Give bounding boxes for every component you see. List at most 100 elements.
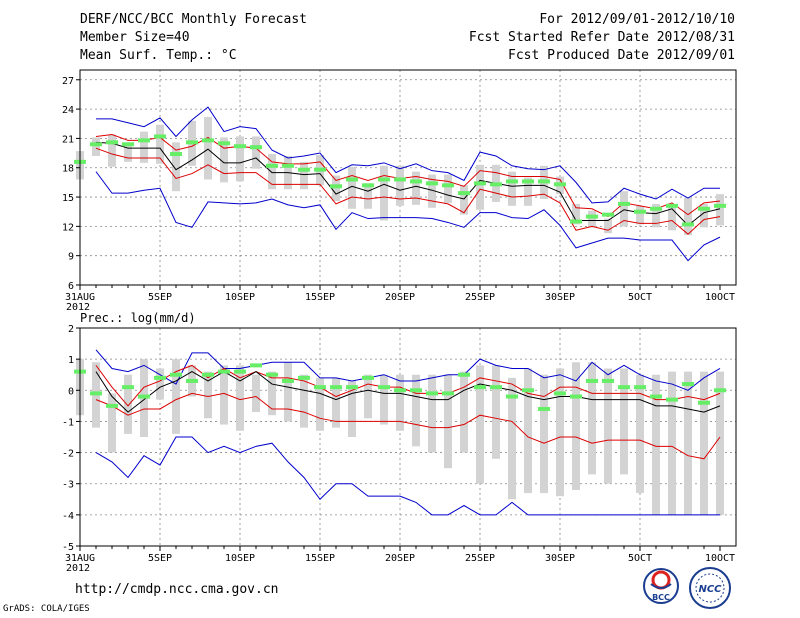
- range-bar: [444, 174, 452, 203]
- ensemble-max-line: [95, 349, 721, 391]
- range-bar: [172, 359, 180, 434]
- green-mark: [378, 177, 390, 182]
- green-mark: [250, 363, 262, 368]
- y-tick-label: 21: [62, 134, 74, 145]
- green-mark: [682, 222, 694, 227]
- ensemble-min-line: [95, 171, 721, 262]
- green-mark: [410, 179, 422, 184]
- range-bar: [156, 124, 164, 164]
- green-mark: [154, 375, 166, 380]
- green-mark: [266, 372, 278, 377]
- range-bar: [316, 377, 324, 431]
- green-mark: [154, 134, 166, 139]
- range-bar: [156, 368, 164, 400]
- green-mark: [602, 378, 614, 383]
- range-bar: [556, 368, 564, 497]
- mean-minus-sd-line: [95, 392, 721, 460]
- plot-frame: [79, 69, 737, 286]
- green-mark: [618, 385, 630, 390]
- x-tick-label: 30SEP: [545, 292, 575, 303]
- range-bar: [108, 393, 116, 453]
- member-size-label: Member Size=40: [80, 30, 190, 45]
- x-tick-label: 5SEP: [148, 292, 172, 303]
- precip-panel-title: Prec.: log(mm/d): [80, 311, 196, 325]
- range-bar: [684, 371, 692, 515]
- range-bar: [268, 154, 276, 190]
- green-mark: [282, 163, 294, 168]
- range-bar: [540, 374, 548, 494]
- green-mark: [570, 394, 582, 399]
- green-mark: [346, 177, 358, 182]
- variable-label: Mean Surf. Temp.: °C: [80, 48, 237, 63]
- range-bar: [572, 362, 580, 490]
- green-mark: [170, 152, 182, 157]
- y-tick-label: 27: [62, 76, 74, 87]
- green-mark: [314, 385, 326, 390]
- green-mark: [458, 372, 470, 377]
- range-bar: [492, 365, 500, 459]
- ensemble-mean-line: [95, 141, 721, 227]
- green-mark: [202, 372, 214, 377]
- x-tick-label: 25SEP: [465, 553, 495, 564]
- range-bar: [220, 137, 228, 183]
- range-bar: [620, 191, 628, 227]
- x-tick-label: 15SEP: [305, 553, 335, 564]
- green-mark: [442, 391, 454, 396]
- green-mark: [234, 144, 246, 149]
- x-tick-label: 20SEP: [385, 553, 415, 564]
- green-mark: [106, 403, 118, 408]
- green-mark: [106, 140, 118, 145]
- y-tick-label: 18: [62, 164, 74, 175]
- range-bar: [252, 136, 260, 169]
- y-tick-label: 15: [62, 193, 74, 204]
- mean-plus-sd-line: [95, 364, 721, 407]
- range-bar: [588, 362, 596, 475]
- green-mark: [122, 385, 134, 390]
- range-bar: [124, 146, 132, 162]
- source-url[interactable]: http://cmdp.ncc.cma.gov.cn: [75, 582, 279, 597]
- green-mark: [522, 179, 534, 184]
- x-tick-label: 10OCT: [705, 292, 735, 303]
- range-bar: [684, 198, 692, 236]
- range-bar: [92, 137, 100, 156]
- range-bar: [108, 134, 116, 167]
- range-bar: [460, 371, 468, 453]
- range-bar: [172, 142, 180, 192]
- range-bar: [300, 374, 308, 428]
- green-mark: [506, 179, 518, 184]
- y-tick-label: 2: [68, 324, 74, 335]
- green-mark: [538, 179, 550, 184]
- green-mark: [394, 388, 406, 393]
- y-tick-label: -1: [62, 417, 74, 428]
- y-tick-label: 1: [68, 355, 74, 366]
- green-mark: [122, 142, 134, 147]
- green-mark: [586, 378, 598, 383]
- green-mark: [666, 203, 678, 208]
- green-mark: [490, 182, 502, 187]
- range-bar: [620, 368, 628, 475]
- green-mark: [394, 177, 406, 182]
- year-label: 2012: [66, 302, 90, 313]
- green-mark: [618, 201, 630, 206]
- year-label: 2012: [66, 563, 90, 574]
- y-tick-label: -2: [62, 449, 74, 460]
- range-bar: [284, 362, 292, 422]
- y-tick-label: 0: [68, 386, 74, 397]
- green-mark: [698, 206, 710, 211]
- green-mark: [602, 212, 614, 217]
- range-bar: [412, 171, 420, 205]
- green-mark: [714, 388, 726, 393]
- ensemble-min-line: [95, 436, 720, 516]
- x-tick-label: 15SEP: [305, 292, 335, 303]
- range-bar: [252, 374, 260, 413]
- grads-credit: GrADS: COLA/IGES: [3, 604, 90, 614]
- green-mark: [554, 391, 566, 396]
- green-mark: [202, 138, 214, 143]
- range-bar: [332, 377, 340, 428]
- range-bar: [668, 371, 676, 515]
- green-mark: [218, 369, 230, 374]
- green-mark: [522, 388, 534, 393]
- green-mark: [570, 219, 582, 224]
- green-mark: [90, 391, 102, 396]
